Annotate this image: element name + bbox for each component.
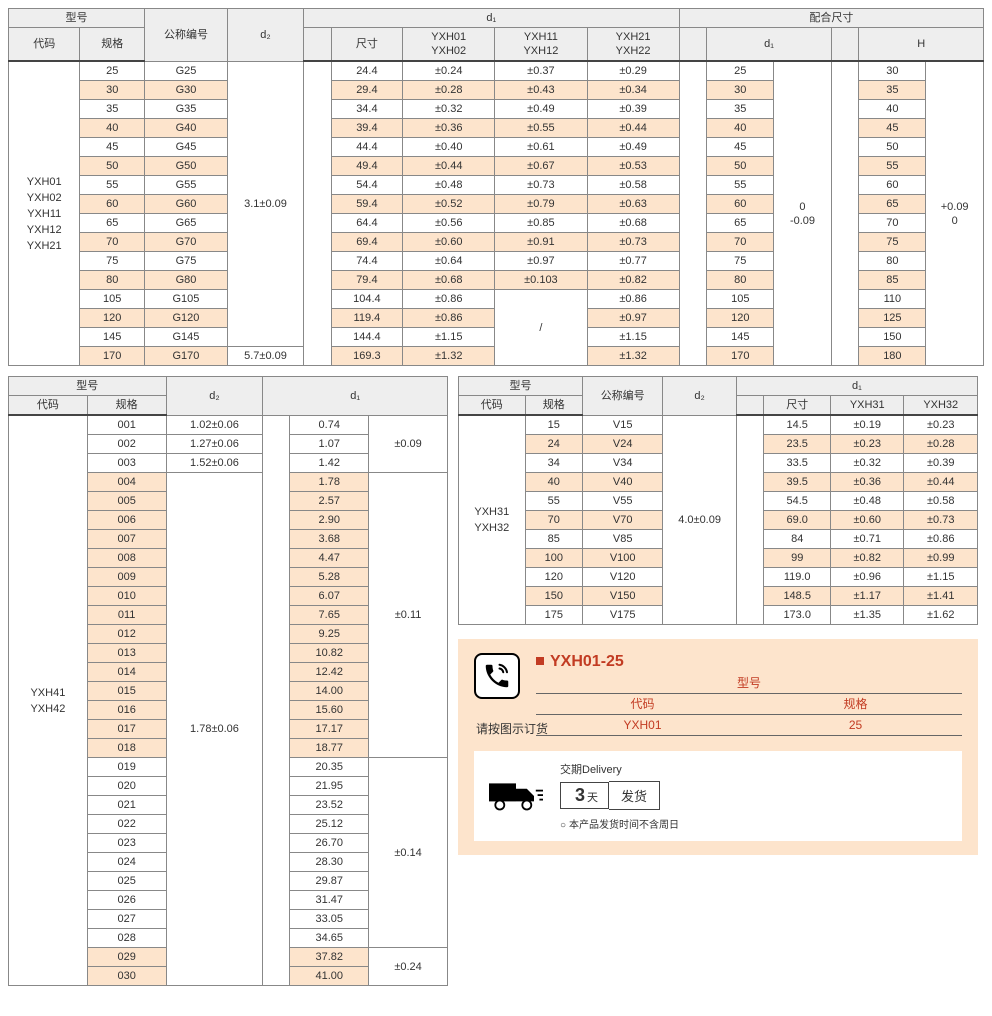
delivery-box: 交期Delivery 3天 发货 本产品发货时间不含周日	[474, 751, 962, 841]
col-code: 代码	[9, 396, 88, 416]
col-d1: d₁	[736, 377, 977, 396]
col-code: 代码	[459, 396, 526, 416]
spec-table-3: 型号 公称编号 d₂ d₁ 代码 规格 尺寸 YXH31 YXH32 YXH31…	[458, 376, 978, 625]
table-header: 型号 公称编号 d₂ d₁ 代码 规格 尺寸 YXH31 YXH32	[459, 377, 978, 416]
col-yxh11: YXH11 YXH12	[495, 28, 587, 62]
table-row: YXH31 YXH3215V154.0±0.0914.5±0.19±0.23	[459, 415, 978, 435]
table-row: YXH41 YXH420011.02±0.060.74±0.09	[9, 415, 448, 435]
table-header: 型号 d₂ d₁ 代码 规格	[9, 377, 448, 416]
order-info-box: YXH01-25 型号 代码 规格 YXH01 25 请按图示订货	[458, 639, 978, 855]
order-example-table: 型号 代码 规格 YXH01 25	[536, 673, 962, 736]
col-spec: 规格	[80, 28, 145, 62]
col-nominal: 公称编号	[583, 377, 663, 416]
col-size: 尺寸	[764, 396, 831, 416]
delivery-days: 3天	[560, 782, 609, 809]
col-nominal: 公称编号	[144, 9, 227, 62]
col-d1: d₁	[263, 377, 448, 416]
col-model: 型号	[459, 377, 583, 396]
col-yxh31: YXH31	[831, 396, 904, 416]
col-code: 代码	[9, 28, 80, 62]
col-d2: d₂	[227, 9, 303, 62]
col-model: 型号	[9, 377, 167, 396]
col-d2: d₂	[663, 377, 736, 416]
col-yxh01: YXH01 YXH02	[403, 28, 495, 62]
col-fit-d1: d₁	[707, 28, 831, 62]
order-example-code: YXH01-25	[536, 653, 962, 671]
spec-table-2: 型号 d₂ d₁ 代码 规格 YXH41 YXH420011.02±0.060.…	[8, 376, 448, 986]
col-d2: d₂	[166, 377, 263, 416]
col-size: 尺寸	[331, 28, 402, 62]
col-d1: d₁	[304, 9, 680, 28]
order-val-code: YXH01	[536, 715, 749, 736]
spec-table-1: 型号 公称编号 d₂ d₁ 配合尺寸 代码 规格 尺寸 YXH01 YXH02 …	[8, 8, 984, 366]
col-fit: 配合尺寸	[679, 9, 983, 28]
delivery-note: 本产品发货时间不含周日	[560, 816, 950, 831]
truck-icon	[486, 778, 546, 814]
col-yxh21: YXH21 YXH22	[587, 28, 679, 62]
order-label-spec: 规格	[749, 694, 962, 715]
table-header: 型号 公称编号 d₂ d₁ 配合尺寸 代码 规格 尺寸 YXH01 YXH02 …	[9, 9, 984, 62]
code-cell: YXH01 YXH02 YXH11 YXH12 YXH21	[9, 61, 80, 366]
delivery-ship-label: 发货	[609, 781, 660, 810]
col-spec: 规格	[525, 396, 582, 416]
col-fit-H: H	[859, 28, 984, 62]
col-model: 型号	[9, 9, 145, 28]
col-spec: 规格	[87, 396, 166, 416]
order-val-spec: 25	[749, 715, 962, 736]
order-label-code: 代码	[536, 694, 749, 715]
order-label-model: 型号	[536, 673, 962, 694]
delivery-title: 交期Delivery	[560, 761, 950, 777]
col-yxh32: YXH32	[904, 396, 978, 416]
phone-icon	[474, 653, 520, 699]
table-row: YXH01 YXH02 YXH11 YXH12 YXH2125G253.1±0.…	[9, 61, 984, 81]
